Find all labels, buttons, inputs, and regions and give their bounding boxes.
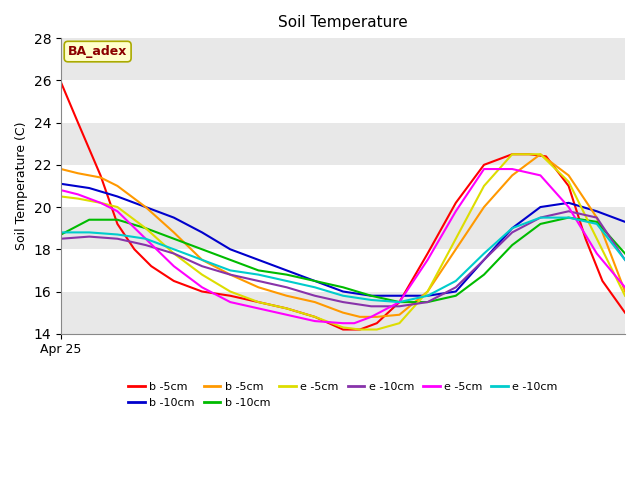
Bar [61,38,625,80]
Legend: b -5cm, b -10cm, b -5cm, b -10cm, e -5cm, e -10cm, e -5cm, e -10cm: b -5cm, b -10cm, b -5cm, b -10cm, e -5cm… [124,378,563,412]
Bar [61,122,625,165]
Bar [61,249,625,291]
Text: BA_adex: BA_adex [68,45,127,58]
Title: Soil Temperature: Soil Temperature [278,15,408,30]
Bar [61,165,625,207]
Bar [61,80,625,122]
Y-axis label: Soil Temperature (C): Soil Temperature (C) [15,122,28,250]
Bar [61,291,625,334]
Bar [61,207,625,249]
